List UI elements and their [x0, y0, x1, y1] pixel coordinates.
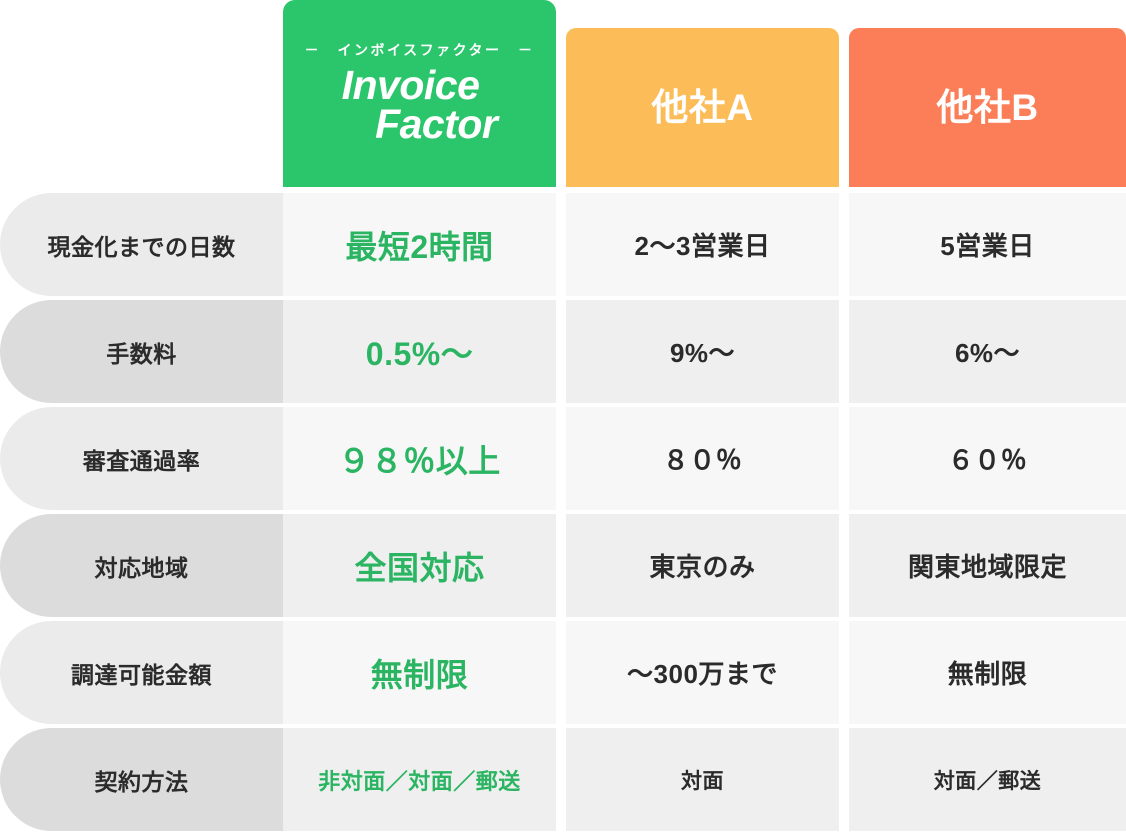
table-cell: 0.5%〜	[283, 300, 556, 403]
table-row: 審査通過率 ９８％以上 ８０％ ６０％	[0, 407, 1126, 510]
table-row: 契約方法 非対面／対面／郵送 対面 対面／郵送	[0, 728, 1126, 831]
table-cell: 無制限	[849, 621, 1126, 724]
table-cell: 対面	[566, 728, 839, 831]
table-cell: 関東地域限定	[849, 514, 1126, 617]
table-row: 現金化までの日数 最短2時間 2〜3営業日 5営業日	[0, 193, 1126, 296]
table-body: 現金化までの日数 最短2時間 2〜3営業日 5営業日 手数料 0.5%〜 9%〜…	[0, 193, 1126, 835]
brand-wordmark-line1: Invoice	[341, 62, 480, 109]
brand-logo: － インボイスファクター － Invoice Factor	[304, 43, 534, 144]
table-cell: ８０％	[566, 407, 839, 510]
column-header-brand: － インボイスファクター － Invoice Factor	[283, 0, 556, 187]
row-label: 審査通過率	[0, 407, 283, 510]
table-cell: 無制限	[283, 621, 556, 724]
table-cell: ６０％	[849, 407, 1126, 510]
table-header-row: － インボイスファクター － Invoice Factor 他社A 他社B	[0, 0, 1126, 187]
row-label: 現金化までの日数	[0, 193, 283, 296]
row-label: 手数料	[0, 300, 283, 403]
table-row: 調達可能金額 無制限 〜300万まで 無制限	[0, 621, 1126, 724]
table-cell: 2〜3営業日	[566, 193, 839, 296]
column-header-rival-a-label: 他社A	[651, 87, 754, 128]
table-cell: 最短2時間	[283, 193, 556, 296]
table-cell: 6%〜	[849, 300, 1126, 403]
column-header-rival-b: 他社B	[849, 28, 1126, 187]
row-label: 対応地域	[0, 514, 283, 617]
row-label: 契約方法	[0, 728, 283, 831]
row-label: 調達可能金額	[0, 621, 283, 724]
table-row: 対応地域 全国対応 東京のみ 関東地域限定	[0, 514, 1126, 617]
table-cell: 5営業日	[849, 193, 1126, 296]
table-cell: 〜300万まで	[566, 621, 839, 724]
column-header-rival-a: 他社A	[566, 28, 839, 187]
table-cell: 対面／郵送	[849, 728, 1126, 831]
table-cell: 9%〜	[566, 300, 839, 403]
table-cell: 東京のみ	[566, 514, 839, 617]
brand-wordmark-line2: Factor	[375, 101, 498, 147]
table-cell: ９８％以上	[283, 407, 556, 510]
header-corner-spacer	[0, 0, 283, 187]
brand-tagline: － インボイスファクター －	[304, 42, 535, 59]
table-cell: 全国対応	[283, 514, 556, 617]
column-header-rival-b-label: 他社B	[936, 87, 1039, 128]
table-row: 手数料 0.5%〜 9%〜 6%〜	[0, 300, 1126, 403]
table-cell: 非対面／対面／郵送	[283, 728, 556, 831]
brand-wordmark: Invoice Factor	[341, 62, 498, 147]
